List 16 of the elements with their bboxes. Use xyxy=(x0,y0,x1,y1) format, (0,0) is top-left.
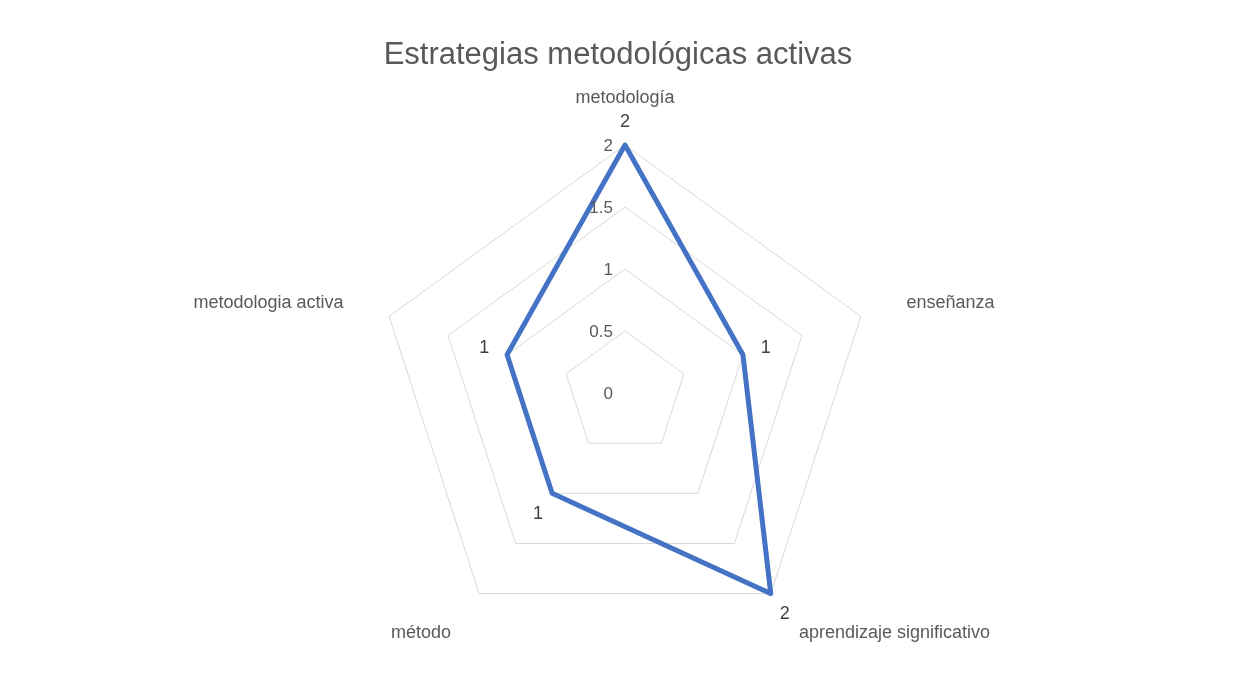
spoke-label: metodologia activa xyxy=(193,291,345,312)
data-label: 1 xyxy=(479,337,490,358)
spoke-label: método xyxy=(390,622,452,643)
y-tick-label: 0.5 xyxy=(589,321,613,341)
y-tick-label: 1.5 xyxy=(589,197,613,217)
data-label: 1 xyxy=(760,337,771,358)
y-tick-label: 1 xyxy=(603,259,613,279)
spoke-label: aprendizaje significativo xyxy=(798,622,991,643)
chart-title: Estrategias metodológicas activas xyxy=(382,36,854,72)
spoke-label: enseñanza xyxy=(906,291,996,312)
y-tick-label: 0 xyxy=(603,383,613,403)
y-tick-label: 2 xyxy=(603,135,613,155)
data-label: 2 xyxy=(619,111,631,131)
spoke-label: metodología xyxy=(575,87,676,107)
data-label: 2 xyxy=(779,603,790,624)
data-label: 1 xyxy=(533,502,544,523)
